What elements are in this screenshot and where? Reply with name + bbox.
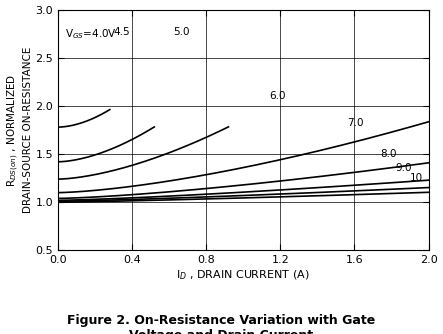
Text: 8.0: 8.0 <box>381 149 397 159</box>
Y-axis label: R$_{DS(on)}$ , NORMALIZED
DRAIN-SOURCE ON-RESISTANCE: R$_{DS(on)}$ , NORMALIZED DRAIN-SOURCE O… <box>6 47 32 213</box>
Text: 5.0: 5.0 <box>173 27 189 37</box>
Text: V$_{GS}$=4.0V: V$_{GS}$=4.0V <box>66 27 117 41</box>
Text: 7.0: 7.0 <box>347 118 364 128</box>
Text: 9.0: 9.0 <box>395 163 412 173</box>
Text: 4.5: 4.5 <box>113 27 130 37</box>
Text: 10: 10 <box>410 173 423 183</box>
Text: Figure 2. On-Resistance Variation with Gate
Voltage and Drain Current: Figure 2. On-Resistance Variation with G… <box>67 314 376 334</box>
Text: 6.0: 6.0 <box>269 91 286 101</box>
X-axis label: I$_D$ , DRAIN CURRENT (A): I$_D$ , DRAIN CURRENT (A) <box>176 268 310 282</box>
